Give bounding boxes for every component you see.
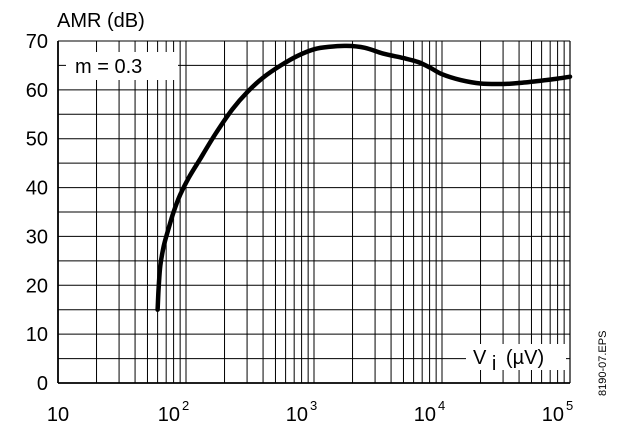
x-tick-label: 10 bbox=[47, 404, 69, 426]
series-line bbox=[155, 43, 573, 312]
y-tick-label: 60 bbox=[26, 80, 48, 102]
x-tick-base: 10 bbox=[47, 404, 69, 426]
x-axis-label-sub: i bbox=[492, 353, 496, 375]
x-tick-label: 10 3 bbox=[286, 398, 317, 426]
x-axis-label-base: V bbox=[473, 347, 487, 369]
y-tick-label: 30 bbox=[26, 226, 48, 248]
y-tick-label: 0 bbox=[37, 373, 48, 395]
axes bbox=[57, 41, 570, 384]
x-axis-label-group: V i (µV) bbox=[466, 344, 566, 375]
x-tick-base: 10 bbox=[542, 404, 564, 426]
x-tick-exponent: 3 bbox=[310, 398, 317, 413]
x-tick-base: 10 bbox=[414, 404, 436, 426]
annotation-text: m = 0.3 bbox=[75, 56, 142, 78]
x-tick-label: 10 4 bbox=[414, 398, 445, 426]
side-label: 8190-07.EPS bbox=[597, 331, 609, 396]
x-tick-base: 10 bbox=[286, 404, 308, 426]
grid bbox=[57, 40, 571, 384]
y-tick-label: 40 bbox=[26, 178, 48, 200]
y-axis-label: AMR (dB) bbox=[57, 10, 145, 32]
y-tick-label: 50 bbox=[26, 129, 48, 151]
svg-text:V i (µV): V i (µV) bbox=[473, 347, 544, 375]
x-axis-label-unit: (µV) bbox=[506, 347, 544, 369]
y-tick-label: 70 bbox=[26, 31, 48, 53]
annotation-box: m = 0.3 bbox=[66, 52, 178, 80]
x-tick-base: 10 bbox=[158, 404, 180, 426]
y-tick-label: 20 bbox=[26, 275, 48, 297]
x-tick-exponent: 2 bbox=[182, 398, 189, 413]
x-tick-exponent: 5 bbox=[566, 398, 573, 413]
x-tick-exponent: 4 bbox=[438, 398, 445, 413]
x-tick-label: 10 5 bbox=[542, 398, 573, 426]
x-tick-label: 10 2 bbox=[158, 398, 189, 426]
y-tick-label: 10 bbox=[26, 324, 48, 346]
